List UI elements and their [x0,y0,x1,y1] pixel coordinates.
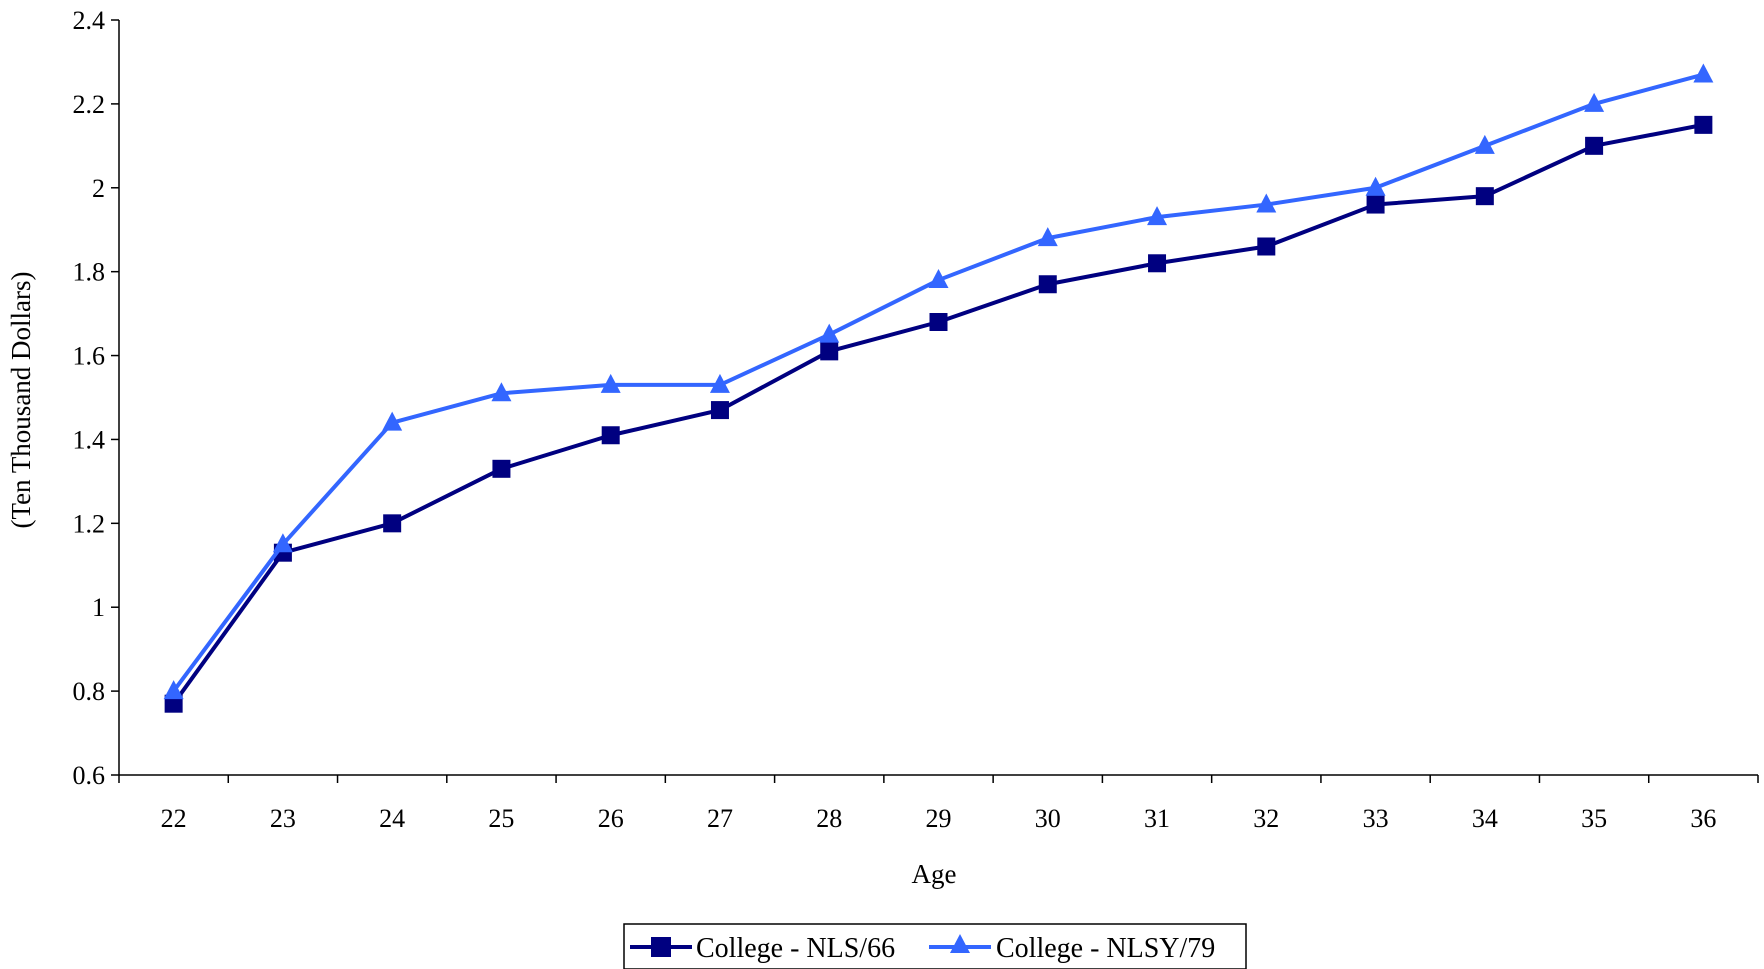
data-point-square [383,514,402,533]
y-tick-label: 0.6 [73,761,106,790]
data-point-triangle [928,269,949,289]
y-tick-label: 1 [92,593,105,622]
data-point-square [710,401,729,420]
data-point-square [1148,254,1167,273]
data-point-square [1257,237,1276,256]
legend-triangle-marker-icon [950,934,970,953]
legend: College - NLS/66 College - NLSY/79 [623,923,1247,969]
data-point-triangle [1693,63,1714,83]
data-point-triangle [163,680,184,700]
legend-label-nls66: College - NLS/66 [696,933,895,964]
data-point-triangle [1147,206,1168,226]
data-point-triangle [1037,227,1058,247]
y-tick-label: 1.8 [73,258,106,287]
data-point-square [820,342,839,361]
data-point-triangle [709,373,730,393]
x-tick-label: 32 [1253,804,1279,833]
data-point-square [929,313,948,331]
data-point-triangle [819,323,840,343]
x-tick-label: 30 [1035,804,1061,833]
y-tick-label: 1.4 [73,425,106,454]
series-1 [163,63,1714,700]
y-tick-label: 2.2 [73,90,106,119]
data-point-square [164,694,183,713]
data-point-triangle [1474,134,1495,154]
x-tick-label: 29 [926,804,952,833]
legend-square-marker-icon [651,937,671,957]
x-tick-label: 35 [1581,804,1607,833]
data-point-square [1475,187,1494,206]
x-tick-label: 23 [270,804,296,833]
y-axis-title: (Ten Thousand Dollars) [6,271,36,528]
data-point-triangle [272,533,293,553]
data-point-square [1366,195,1385,214]
data-point-square [1585,136,1604,155]
legend-entry-nls66: College - NLS/66 [630,933,895,964]
x-tick-label: 34 [1472,804,1498,833]
y-tick-label: 2 [92,174,105,203]
x-tick-label: 33 [1363,804,1389,833]
x-tick-label: 28 [816,804,842,833]
y-tick-label: 2.4 [73,6,106,35]
data-point-triangle [600,373,621,393]
data-point-triangle [491,382,512,402]
series-0 [164,115,1713,713]
x-tick-label: 27 [707,804,733,833]
x-axis-title: Age [912,859,957,889]
data-point-triangle [1256,193,1277,213]
y-axis: 0.6 0.8 1 1.2 1.4 1.6 1.8 2 2.2 2.4 [73,6,120,790]
x-tick-label: 26 [598,804,624,833]
x-tick-label: 24 [379,804,405,833]
data-point-triangle [382,411,403,431]
series-group [163,63,1714,713]
x-tick-label: 22 [161,804,187,833]
legend-label-nlsy79: College - NLSY/79 [996,933,1215,964]
data-point-square [1038,275,1057,294]
x-tick-label: 25 [488,804,514,833]
legend-entry-nlsy79: College - NLSY/79 [929,933,1215,964]
data-point-triangle [1584,92,1605,112]
series-line [172,72,1704,693]
x-tick-label: 36 [1690,804,1716,833]
x-axis: 22 23 24 25 26 27 28 29 30 31 32 33 34 35 36 [118,774,1759,833]
data-point-square [492,459,511,478]
data-point-square [601,426,620,445]
y-tick-label: 1.6 [73,342,106,371]
x-tick-label: 31 [1144,804,1170,833]
series-line [172,122,1704,705]
data-point-square [1694,115,1713,134]
y-tick-label: 1.2 [73,509,106,538]
data-point-triangle [1365,176,1386,196]
y-tick-label: 0.8 [73,677,106,706]
